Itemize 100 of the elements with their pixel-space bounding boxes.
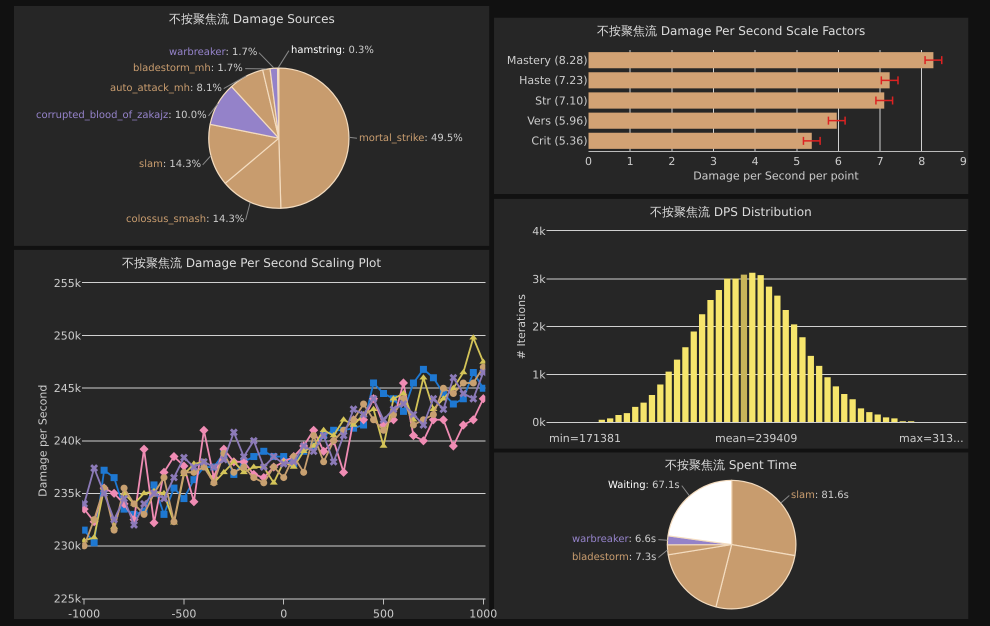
bar [588,132,812,149]
bar [766,286,772,422]
point [310,447,318,456]
point [290,458,298,466]
x-tick-label: 7 [876,155,884,168]
point [339,468,348,477]
x-tick-label: 1000 [469,608,498,621]
point [120,484,128,492]
point [468,415,478,424]
point [260,463,268,472]
point [470,379,477,386]
bar [824,377,831,422]
point [160,494,168,503]
point [340,416,348,422]
bar [588,52,934,68]
point [450,390,457,397]
point [90,539,98,546]
x-tick-label: 5 [793,155,800,168]
point [220,468,228,474]
point [409,410,418,418]
slice-label: slam [139,159,163,170]
bar [607,418,614,422]
point [220,456,228,464]
y-tick-label: 245k [54,382,82,396]
bar [698,314,706,422]
point [449,374,458,382]
point [120,494,128,503]
point [390,405,398,414]
point [160,474,168,482]
chart-title: 不按聚焦流 Damage Sources [169,12,335,26]
point [458,420,468,430]
point [350,405,358,414]
y-tick-label: 250k [54,330,82,343]
point [240,464,248,471]
point [380,390,388,397]
point [450,400,457,408]
point [440,384,447,392]
point [260,479,268,486]
point [82,542,88,550]
point [90,516,98,524]
bar [674,360,680,422]
point [160,510,168,518]
text: min=171381 [549,432,621,445]
x-tick-label: 9 [960,155,967,168]
point [100,489,108,498]
point [320,426,328,432]
point [130,520,138,529]
point [170,484,178,492]
bar [716,290,722,422]
point [230,428,238,436]
slice-label: bladestorm_mh [133,63,211,74]
bar [615,415,622,422]
x-tick-label: 2 [668,155,676,168]
point [150,481,158,488]
bar [724,278,730,422]
point [419,421,428,429]
bar [588,92,884,109]
x-tick-label: 8 [918,155,926,168]
slice-label: Waiting [608,480,646,491]
point [300,468,308,476]
bar [648,394,656,422]
point [438,415,448,424]
slice-label: mortal_strike [359,133,424,144]
point [400,400,408,408]
x-tick-label: 500 [373,608,394,621]
point [410,379,417,386]
y-tick-label: 2k [532,320,546,334]
bar [882,417,890,422]
point [170,474,178,482]
slice-label: hamstring [291,45,342,56]
slice-label: warbreaker [572,534,630,545]
y-tick-label: Mastery (8.28) [506,54,588,68]
y-tick-label: Str (7.10) [535,94,588,108]
point [180,495,188,502]
chart-title: 不按聚焦流 Damage Per Second Scaling Plot [122,256,382,270]
y-tick-label: Vers (5.96) [527,114,588,128]
bar [588,72,890,88]
bar [866,412,872,422]
point [459,368,468,374]
x-tick-label: -1000 [68,608,100,621]
point [140,510,148,518]
bar [632,406,638,422]
slice-label: bladestorm [572,552,629,563]
point [469,334,478,340]
point [110,474,118,482]
bar [832,386,840,422]
point [319,446,328,456]
point [250,453,258,460]
point [320,458,328,466]
point [310,432,318,440]
point [398,378,408,388]
point [180,454,188,462]
bar [841,394,848,422]
bar [808,356,814,422]
x-tick-label: -500 [171,608,196,621]
y-tick-label: 235k [54,487,82,500]
slice-label: warbreaker [169,47,227,58]
x-tick-label: 3 [710,155,717,168]
y-axis-title: Damage per Second [36,384,50,497]
point [470,368,477,376]
